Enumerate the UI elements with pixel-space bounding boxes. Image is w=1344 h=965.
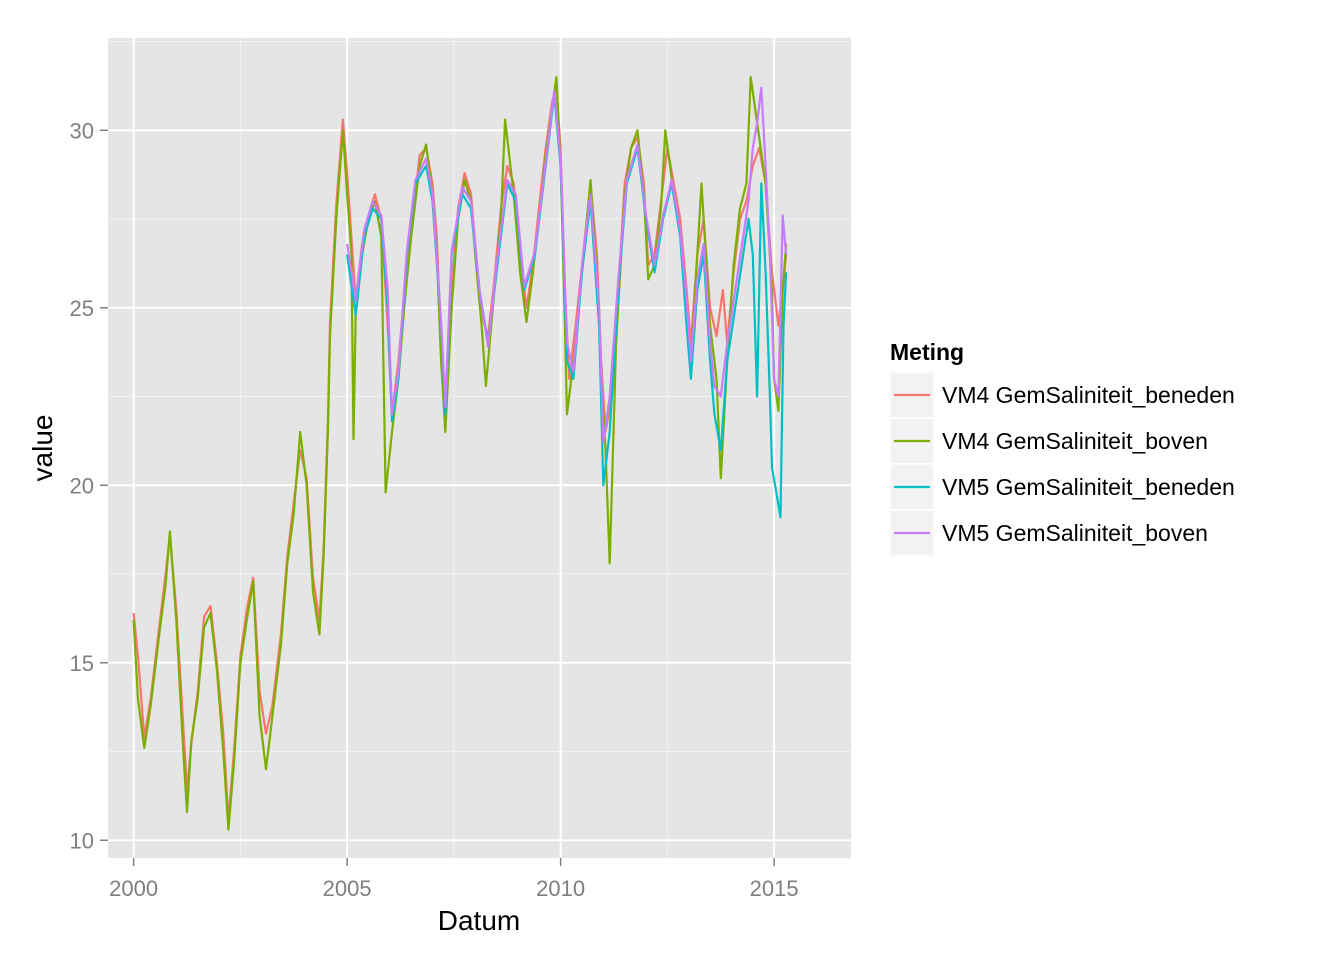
legend-item: VM5 GemSaliniteit_boven [889, 509, 1208, 557]
y-axis: 10 15 20 25 30 [70, 118, 108, 853]
legend-title: Meting [890, 339, 964, 365]
x-tick-label: 2015 [750, 876, 799, 901]
legend-item: VM4 GemSaliniteit_boven [889, 417, 1208, 465]
legend-label: VM5 GemSaliniteit_boven [942, 520, 1208, 546]
y-tick-label: 10 [70, 828, 94, 853]
legend-label: VM5 GemSaliniteit_beneden [942, 474, 1235, 500]
grid-major [108, 38, 851, 858]
grid-minor [108, 38, 851, 858]
x-tick-label: 2010 [536, 876, 585, 901]
x-axis: 2000 2005 2010 2015 [109, 858, 799, 901]
legend-label: VM4 GemSaliniteit_beneden [942, 382, 1235, 408]
y-tick-label: 30 [70, 118, 94, 143]
y-axis-label: value [27, 415, 58, 482]
plot-panel [108, 38, 851, 858]
y-tick-label: 25 [70, 296, 94, 321]
x-tick-label: 2005 [323, 876, 372, 901]
legend-item: VM5 GemSaliniteit_beneden [889, 463, 1235, 511]
legend-label: VM4 GemSaliniteit_boven [942, 428, 1208, 454]
x-tick-label: 2000 [109, 876, 158, 901]
x-axis-label: Datum [438, 905, 520, 936]
series-line-4 [346, 86, 788, 444]
legend-item: VM4 GemSaliniteit_beneden [889, 371, 1235, 419]
y-tick-label: 20 [70, 473, 94, 498]
series-layer [132, 75, 788, 831]
legend: Meting VM4 GemSaliniteit_beneden VM4 GemS… [889, 339, 1235, 557]
y-tick-label: 15 [70, 651, 94, 676]
